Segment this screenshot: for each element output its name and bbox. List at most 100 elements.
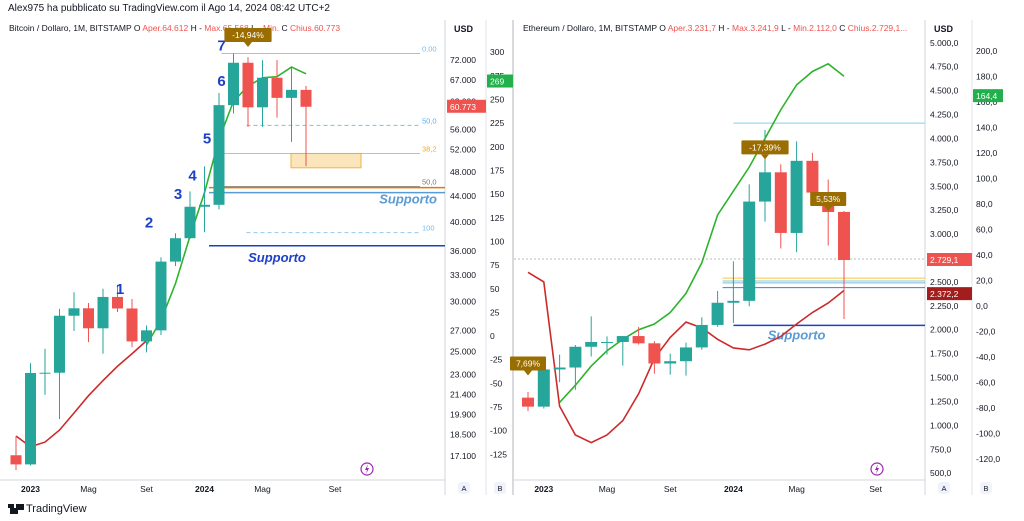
candle-body: [126, 308, 138, 342]
lightning-icon-glyph: [875, 464, 879, 474]
candle-body: [695, 324, 708, 348]
support-label: Supporto: [379, 192, 437, 207]
y-tick-label: 3.750,0: [930, 157, 959, 167]
candle-body: [54, 315, 65, 373]
y2-tick-label: 50: [490, 284, 500, 294]
red-moving-line: [527, 271, 845, 444]
y2-tick-label: 100: [490, 236, 504, 246]
wave-label: 3: [174, 186, 182, 203]
retracement-zone: [290, 152, 362, 169]
candle-body: [170, 238, 181, 262]
axis-button-a[interactable]: A: [461, 484, 466, 493]
y2-tick-label: -80,0: [976, 403, 996, 413]
y2-tick-label: 100,0: [976, 173, 998, 183]
candle-body: [271, 77, 283, 98]
x-tick-label: Mag: [599, 484, 616, 494]
x-tick-label: 2024: [724, 484, 743, 494]
candle-body: [537, 369, 550, 407]
ohlc-legend-part: C: [279, 23, 290, 33]
y2-tick-label: -120,0: [976, 454, 1000, 464]
axis-button-b[interactable]: B: [497, 484, 502, 493]
y2-tick-label: -125: [490, 449, 507, 459]
x-tick-label: Mag: [80, 484, 97, 494]
x-tick-label: Set: [664, 484, 677, 494]
y2-tick-label: -100: [490, 426, 507, 436]
ohlc-legend-part: Min.: [263, 23, 279, 33]
price-badge-bg: [927, 252, 972, 266]
candle-body: [648, 343, 661, 364]
axis-button-a[interactable]: A: [941, 484, 946, 493]
price-badge: 164,4: [976, 91, 998, 101]
y2-tick-label: 40,0: [976, 250, 993, 260]
candle-body: [759, 172, 771, 202]
percent-callout-bg: [741, 140, 789, 155]
x-tick-label: Mag: [254, 484, 271, 494]
candle-body: [838, 211, 850, 260]
y-tick-label: 2.250,0: [930, 301, 959, 311]
y-tick-label: 4.750,0: [930, 62, 959, 72]
y-tick-label: 1.500,0: [930, 373, 959, 383]
wave-label: 5: [203, 130, 211, 147]
candle-body: [25, 372, 36, 465]
y-tick-label: 3.000,0: [930, 229, 959, 239]
candle-body: [680, 347, 692, 362]
x-tick-label: Set: [869, 484, 882, 494]
candle-body: [774, 172, 787, 233]
axis-button-b[interactable]: B: [983, 484, 988, 493]
candle-body: [553, 367, 566, 370]
candle-body: [97, 296, 109, 329]
price-badge: 60.773: [450, 102, 476, 112]
y2-tick-label: 75: [490, 260, 500, 270]
candle-body: [83, 308, 94, 329]
axis-button-bg: [938, 482, 950, 494]
ohlc-legend-part: Max.3.241,9: [732, 23, 779, 33]
wave-label: 2: [145, 215, 153, 232]
percent-callout: 7,69%: [516, 359, 541, 369]
candle-body: [300, 89, 312, 107]
price-badge-bg: [927, 287, 972, 301]
candle-body: [68, 308, 80, 316]
price-badge-bg: [973, 89, 1003, 103]
ohlc-legend-part: Aper.3.231,7: [668, 23, 716, 33]
y2-tick-label: 120,0: [976, 148, 998, 158]
x-tick-label: Set: [140, 484, 153, 494]
fib-level-label: 50,0: [422, 116, 437, 125]
candle-body: [10, 455, 22, 465]
x-tick-label: 2023: [534, 484, 553, 494]
price-badge: 2.372,2: [930, 289, 959, 299]
candle-body: [141, 330, 152, 342]
fib-level-label: 38,2: [422, 144, 437, 153]
y2-tick-label: 180,0: [976, 71, 998, 81]
y2-tick-label: 175: [490, 165, 504, 175]
candle-body: [242, 62, 254, 108]
brand-name[interactable]: TradingView: [26, 503, 87, 515]
candle-body: [790, 160, 803, 233]
axis-button-bg: [458, 482, 470, 494]
candle-body: [257, 77, 268, 108]
y-tick-label: 500,0: [930, 468, 952, 478]
y-tick-label: 30.000: [450, 296, 476, 306]
y-tick-label: 17.100: [450, 451, 476, 461]
ohlc-legend-part: H -: [188, 23, 204, 33]
ohlc-legend-part: Chius.60.773: [290, 23, 340, 33]
percent-callout-pointer: [824, 206, 833, 211]
green-moving-line: [559, 62, 845, 403]
candle-body: [743, 201, 756, 301]
price-badge: 269: [490, 77, 504, 87]
y2-tick-label: 20,0: [976, 275, 993, 285]
candle-body: [155, 261, 167, 331]
candle-body: [727, 300, 740, 303]
y-tick-label: 56.000: [450, 124, 476, 134]
y-tick-label: 27.000: [450, 325, 476, 335]
y-tick-label: 5.000,0: [930, 38, 959, 48]
x-tick-label: Set: [329, 484, 342, 494]
y2-tick-label: -20,0: [976, 326, 996, 336]
y2-tick-label: -60,0: [976, 377, 996, 387]
price-badge-bg: [487, 74, 513, 88]
y2-tick-label: 150: [490, 189, 504, 199]
y-tick-label: 19.900: [450, 409, 476, 419]
y-tick-label: 1.750,0: [930, 349, 959, 359]
candle-body: [286, 89, 297, 98]
